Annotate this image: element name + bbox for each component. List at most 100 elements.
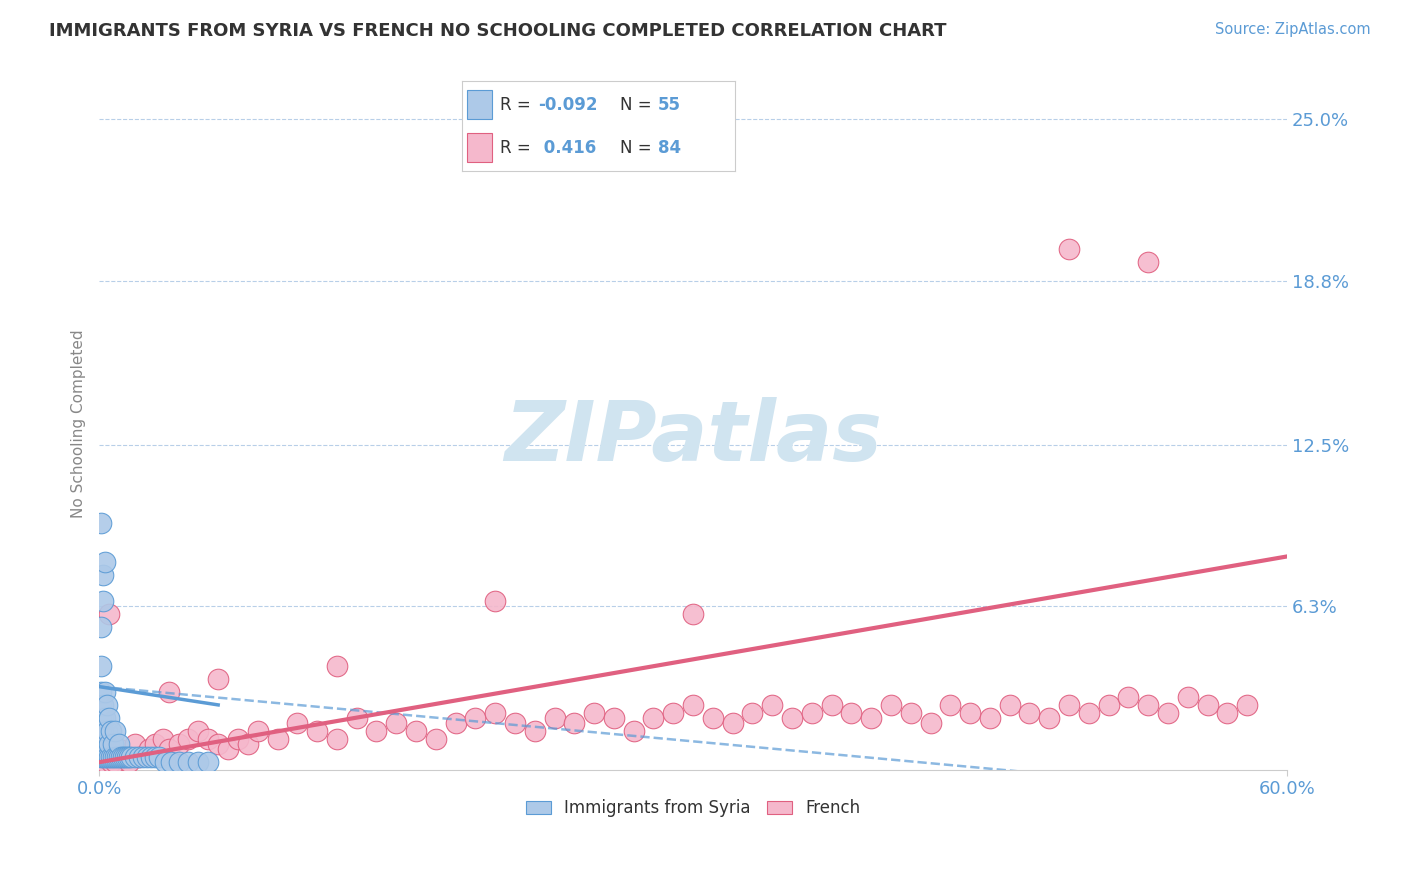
Point — [1057, 698, 1080, 712]
Point — [93, 750, 115, 764]
Point — [138, 742, 160, 756]
Point — [307, 723, 329, 738]
Point — [93, 711, 115, 725]
Point — [110, 750, 132, 764]
Point — [860, 711, 883, 725]
Point — [979, 711, 1001, 725]
Point — [98, 742, 121, 756]
Point — [1157, 706, 1180, 720]
Point — [98, 607, 121, 621]
Point — [93, 737, 115, 751]
Point — [112, 750, 135, 764]
Point — [108, 737, 131, 751]
Point — [103, 750, 125, 764]
Point — [900, 706, 922, 720]
Point — [93, 698, 115, 712]
Point — [959, 706, 981, 720]
Point — [132, 750, 155, 764]
Point — [90, 658, 112, 673]
Point — [90, 516, 112, 530]
Point — [112, 750, 135, 764]
Point — [118, 750, 141, 764]
Point — [998, 698, 1021, 712]
Text: IMMIGRANTS FROM SYRIA VS FRENCH NO SCHOOLING COMPLETED CORRELATION CHART: IMMIGRANTS FROM SYRIA VS FRENCH NO SCHOO… — [49, 22, 946, 40]
Point — [128, 750, 150, 764]
Point — [94, 750, 117, 764]
Point — [104, 750, 127, 764]
Point — [226, 731, 249, 746]
Point — [1097, 698, 1119, 712]
Point — [920, 716, 942, 731]
Point — [800, 706, 823, 720]
Point — [104, 755, 127, 769]
Point — [562, 716, 585, 731]
Point — [623, 723, 645, 738]
Point — [103, 747, 125, 762]
Point — [1137, 698, 1160, 712]
Point — [1236, 698, 1258, 712]
Point — [1197, 698, 1219, 712]
Point — [444, 716, 467, 731]
Point — [543, 711, 565, 725]
Point — [98, 737, 121, 751]
Point — [820, 698, 842, 712]
Point — [118, 755, 141, 769]
Point — [346, 711, 368, 725]
Point — [159, 755, 181, 769]
Point — [100, 723, 122, 738]
Point — [152, 731, 174, 746]
Point — [105, 750, 128, 764]
Point — [157, 685, 180, 699]
Point — [236, 737, 259, 751]
Point — [90, 755, 112, 769]
Point — [841, 706, 863, 720]
Point — [94, 555, 117, 569]
Point — [143, 750, 166, 764]
Point — [503, 716, 526, 731]
Point — [385, 716, 408, 731]
Point — [108, 742, 131, 756]
Point — [326, 731, 349, 746]
Point — [880, 698, 903, 712]
Point — [90, 685, 112, 699]
Point — [366, 723, 388, 738]
Point — [1057, 242, 1080, 256]
Point — [484, 594, 506, 608]
Point — [682, 698, 704, 712]
Point — [114, 750, 136, 764]
Point — [94, 737, 117, 751]
Point — [187, 755, 209, 769]
Point — [90, 711, 112, 725]
Point — [90, 737, 112, 751]
Point — [124, 750, 146, 764]
Point — [100, 755, 122, 769]
Point — [93, 723, 115, 738]
Point — [643, 711, 665, 725]
Point — [103, 737, 125, 751]
Point — [104, 723, 127, 738]
Point — [120, 750, 142, 764]
Point — [108, 750, 131, 764]
Point — [583, 706, 606, 720]
Point — [425, 731, 447, 746]
Point — [177, 731, 200, 746]
Point — [702, 711, 724, 725]
Point — [96, 723, 118, 738]
Legend: Immigrants from Syria, French: Immigrants from Syria, French — [519, 793, 868, 824]
Point — [94, 685, 117, 699]
Text: Source: ZipAtlas.com: Source: ZipAtlas.com — [1215, 22, 1371, 37]
Point — [197, 731, 219, 746]
Point — [939, 698, 962, 712]
Point — [167, 755, 190, 769]
Point — [721, 716, 744, 731]
Point — [90, 750, 112, 764]
Point — [207, 737, 229, 751]
Point — [1118, 690, 1140, 704]
Point — [405, 723, 427, 738]
Point — [1137, 255, 1160, 269]
Point — [246, 723, 269, 738]
Point — [94, 755, 117, 769]
Point — [741, 706, 763, 720]
Point — [157, 742, 180, 756]
Point — [94, 711, 117, 725]
